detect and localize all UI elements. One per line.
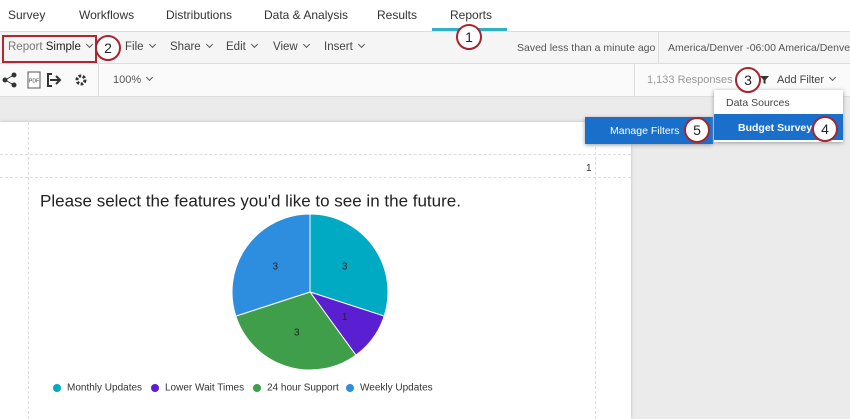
menu[interactable]: Edit — [226, 40, 258, 53]
data-label: 1 — [342, 312, 348, 323]
margin-guide — [595, 122, 596, 419]
separator — [98, 64, 99, 96]
separator — [658, 32, 659, 63]
dropdown-header: Data Sources — [726, 97, 790, 109]
sub-toolbar: PDF 100% 1,133 Responses Add Filter — [0, 64, 850, 97]
data-label: 3 — [342, 261, 348, 272]
toolbar-icons: PDF — [2, 71, 87, 89]
menu[interactable]: File — [125, 40, 156, 53]
toolbar: Report Simple File Share Edit View Inser… — [0, 32, 850, 64]
menu-label: View — [273, 41, 298, 53]
page-number: 1 — [586, 163, 592, 174]
nav-tab[interactable]: Results — [377, 8, 418, 22]
chart: Please select the features you'd like to… — [40, 191, 461, 394]
pie-slice — [231, 213, 311, 317]
add-filter-label: Add Filter — [777, 74, 825, 86]
menu[interactable]: View — [273, 40, 310, 53]
legend-swatch — [151, 384, 159, 392]
step-marker: 4 — [812, 116, 838, 142]
menu-label: File — [125, 41, 144, 53]
manage-filters[interactable]: Manage Filters — [610, 125, 680, 137]
report-selector[interactable]: Report Simple — [8, 40, 93, 53]
menu[interactable]: Share — [170, 40, 213, 53]
nav-tab[interactable]: Data & Analysis — [264, 8, 349, 22]
menu-label: Edit — [226, 41, 246, 53]
export-icon[interactable] — [47, 73, 62, 87]
settings-icon[interactable] — [75, 74, 87, 86]
report-label: Report — [8, 41, 43, 53]
nav-tab[interactable]: Workflows — [79, 8, 135, 22]
legend-label: 24 hour Support — [267, 383, 339, 394]
menu-label: Share — [170, 41, 201, 53]
zoom-selector[interactable]: 100% — [113, 73, 154, 86]
pie-slice — [235, 291, 357, 371]
step-marker: 2 — [95, 35, 121, 61]
legend-swatch — [253, 384, 261, 392]
margin-guide — [0, 154, 631, 155]
pdf-icon[interactable] — [27, 71, 41, 89]
data-label: 3 — [294, 327, 300, 338]
responses-count: 1,133 Responses — [647, 74, 733, 86]
nav-bar: Survey Workflows Distributions Data & An… — [0, 0, 850, 32]
nav-tab[interactable]: Reports — [450, 8, 493, 22]
step-marker: 5 — [684, 117, 710, 143]
timezone: America/Denver -06:00 America/Denver — [668, 42, 850, 54]
chart-title: Please select the features you'd like to… — [40, 191, 461, 210]
margin-guide — [28, 122, 29, 419]
legend-label: Weekly Updates — [360, 383, 433, 394]
nav-tab[interactable]: Distributions — [166, 8, 233, 22]
menu[interactable]: Insert — [324, 40, 365, 53]
step-marker: 3 — [735, 67, 761, 93]
dropdown-item-label: Budget Survey — [738, 122, 813, 134]
filter-icon — [760, 76, 769, 84]
add-filter[interactable]: Add Filter — [777, 73, 837, 86]
saved-status: Saved less than a minute ago — [517, 42, 656, 54]
data-label: 3 — [273, 261, 279, 272]
nav-tab[interactable]: Survey — [8, 8, 46, 22]
legend-swatch — [53, 384, 61, 392]
menu-label: Insert — [324, 41, 353, 53]
legend-label: Monthly Updates — [67, 383, 142, 394]
report-page: 1 Please select the features you'd like … — [0, 122, 631, 419]
legend-swatch — [346, 384, 354, 392]
pdf-icon-label: PDF — [29, 78, 39, 84]
zoom-label: 100% — [113, 74, 142, 86]
share-icon[interactable] — [2, 72, 17, 88]
report-name: Simple — [45, 41, 81, 53]
separator — [634, 64, 635, 96]
step-marker: 1 — [456, 24, 482, 50]
pie-slice — [309, 213, 389, 317]
margin-guide — [0, 177, 631, 178]
legend-label: Lower Wait Times — [165, 383, 244, 394]
